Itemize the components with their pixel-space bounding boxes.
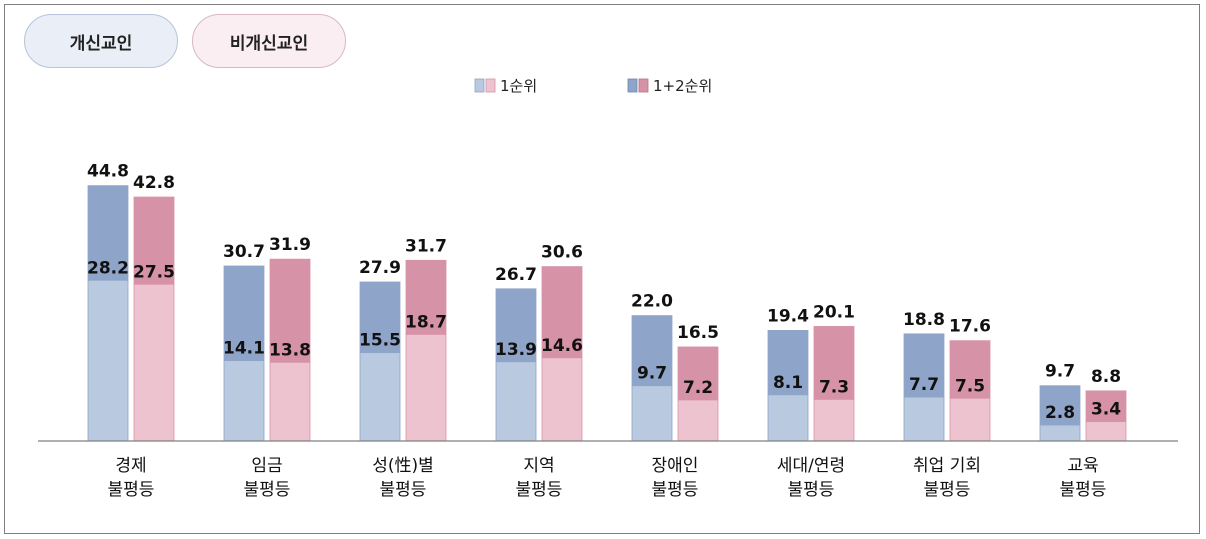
bars-layer: 44.8 28.2 42.8 27.5 30.7 14.1 31.9 13.8 27.9 15.5… <box>87 162 1127 442</box>
category-label: 불평등 <box>652 480 699 500</box>
data-label-first-reformist: 28.2 <box>87 258 129 278</box>
data-label-combined-reformist: 26.7 <box>495 265 537 285</box>
category-label: 불평등 <box>380 480 427 500</box>
data-label-first-non-reformist: 3.4 <box>1091 400 1121 420</box>
bar-combined-reformist <box>223 265 265 362</box>
data-label-first-non-reformist: 27.5 <box>133 262 175 282</box>
bar-first-non-reformist <box>541 357 583 442</box>
bar-combined-reformist <box>87 185 129 281</box>
bar-first-non-reformist <box>405 334 447 442</box>
data-label-first-reformist: 14.1 <box>223 339 265 359</box>
bar-first-non-reformist <box>813 398 855 442</box>
data-label-combined-non-reformist: 31.7 <box>405 236 447 256</box>
bar-combined-non-reformist <box>677 346 719 401</box>
bar-first-reformist <box>1039 424 1081 442</box>
toggle-non-reformist-button[interactable]: 비개신교인 <box>192 14 346 68</box>
bar-first-reformist <box>87 279 129 442</box>
category-label: 교육 <box>1067 456 1098 476</box>
category-label: 불평등 <box>788 480 835 500</box>
data-label-first-non-reformist: 14.6 <box>541 336 583 356</box>
category-label: 취업 기회 <box>913 456 981 476</box>
category-label: 불평등 <box>244 480 291 500</box>
bar-first-reformist <box>903 396 945 442</box>
bar-first-non-reformist <box>1085 421 1127 442</box>
legend-swatch-combined-non-reformist <box>638 78 649 93</box>
data-label-combined-non-reformist: 42.8 <box>133 173 175 193</box>
bar-combined-reformist <box>1039 385 1081 426</box>
toggle-reformist-button[interactable]: 개신교인 <box>24 14 178 68</box>
data-label-first-reformist: 8.1 <box>773 373 803 393</box>
data-label-combined-reformist: 19.4 <box>767 306 809 326</box>
legend-swatch-combined-reformist <box>627 78 638 93</box>
data-label-first-reformist: 2.8 <box>1045 403 1075 423</box>
data-label-combined-non-reformist: 20.1 <box>813 302 855 322</box>
category-label: 불평등 <box>108 480 155 500</box>
bar-first-non-reformist <box>269 361 311 442</box>
bar-combined-non-reformist <box>541 266 583 359</box>
bar-combined-reformist <box>767 330 809 396</box>
data-label-first-non-reformist: 7.2 <box>683 378 713 398</box>
category-label: 성(性)별 <box>372 456 434 476</box>
bar-first-non-reformist <box>133 283 175 442</box>
data-label-first-reformist: 9.7 <box>637 364 667 384</box>
category-label: 불평등 <box>924 480 971 500</box>
data-label-combined-reformist: 18.8 <box>903 310 945 330</box>
category-label: 장애인 <box>652 456 699 476</box>
data-label-combined-reformist: 30.7 <box>223 242 265 262</box>
data-label-first-non-reformist: 7.3 <box>819 377 849 397</box>
bar-combined-non-reformist <box>1085 390 1127 423</box>
data-label-combined-reformist: 9.7 <box>1045 362 1075 382</box>
legend-swatch-first-non-reformist <box>485 78 496 93</box>
category-label: 세대/연령 <box>777 456 845 476</box>
category-label: 불평등 <box>516 480 563 500</box>
category-label: 경제 <box>115 456 146 476</box>
data-label-combined-reformist: 44.8 <box>87 162 129 182</box>
data-label-combined-non-reformist: 8.8 <box>1091 367 1121 387</box>
bar-first-reformist <box>495 361 537 442</box>
bar-combined-non-reformist <box>405 259 447 335</box>
bar-combined-non-reformist <box>133 196 175 285</box>
bar-first-reformist <box>223 360 265 442</box>
data-label-first-non-reformist: 18.7 <box>405 312 447 332</box>
category-label: 불평등 <box>1060 480 1107 500</box>
data-label-combined-reformist: 22.0 <box>631 292 673 312</box>
legend-label-combined: 1+2순위 <box>653 77 712 95</box>
legend: 1순위 1+2순위 <box>474 77 712 95</box>
data-label-first-non-reformist: 7.5 <box>955 376 985 396</box>
bar-first-reformist <box>631 385 673 442</box>
data-label-first-reformist: 7.7 <box>909 375 939 395</box>
data-label-combined-non-reformist: 16.5 <box>677 323 719 343</box>
bar-first-non-reformist <box>677 399 719 442</box>
bar-combined-reformist <box>631 315 673 387</box>
bar-first-reformist <box>767 394 809 442</box>
chart-frame <box>4 4 1200 534</box>
legend-label-first: 1순위 <box>500 77 537 95</box>
category-label: 임금 <box>251 456 282 476</box>
data-label-combined-reformist: 27.9 <box>359 258 401 278</box>
data-label-combined-non-reformist: 17.6 <box>949 317 991 337</box>
category-label: 지역 <box>523 456 554 476</box>
data-label-first-non-reformist: 13.8 <box>269 340 311 360</box>
data-label-first-reformist: 13.9 <box>495 340 537 360</box>
data-label-combined-non-reformist: 30.6 <box>541 243 583 263</box>
legend-swatch-first-reformist <box>474 78 485 93</box>
data-label-first-reformist: 15.5 <box>359 331 401 351</box>
data-label-combined-non-reformist: 31.9 <box>269 235 311 255</box>
bar-combined-reformist <box>495 288 537 363</box>
bar-first-reformist <box>359 352 401 442</box>
bar-first-non-reformist <box>949 397 991 442</box>
